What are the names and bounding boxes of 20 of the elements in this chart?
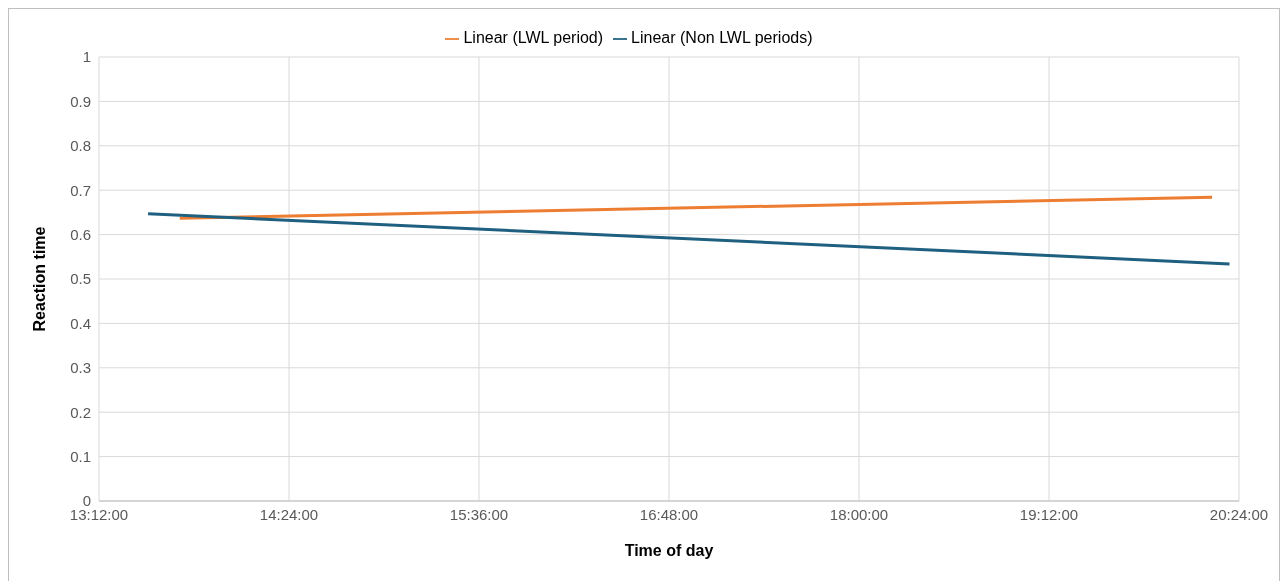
y-tick-label: 1 (82, 48, 91, 66)
y-axis-title: Reaction time (30, 226, 48, 332)
x-tick-label: 19:12:00 (1019, 505, 1079, 523)
x-axis-title: Time of day (624, 542, 714, 559)
y-tick-label: 0.8 (70, 137, 91, 155)
legend-label: Linear (Non LWL periods) (631, 29, 813, 46)
y-tick-label: 0.7 (70, 181, 91, 199)
y-tick-label: 0.6 (70, 225, 91, 243)
x-tick-label: 14:24:00 (259, 505, 319, 523)
legend-label: Linear (LWL period) (463, 29, 604, 46)
x-tick-label: 16:48:00 (639, 505, 699, 523)
x-tick-label: 18:00:00 (829, 505, 889, 523)
y-tick-label: 0.5 (70, 270, 91, 288)
y-tick-label: 0.9 (70, 92, 91, 110)
y-tick-label: 0.2 (70, 403, 91, 421)
x-tick-label: 15:36:00 (449, 505, 509, 523)
y-tick-label: 0.1 (70, 447, 91, 465)
x-tick-label: 20:24:00 (1209, 505, 1269, 523)
y-tick-label: 0.3 (70, 359, 91, 377)
y-tick-label: 0.4 (70, 314, 91, 332)
